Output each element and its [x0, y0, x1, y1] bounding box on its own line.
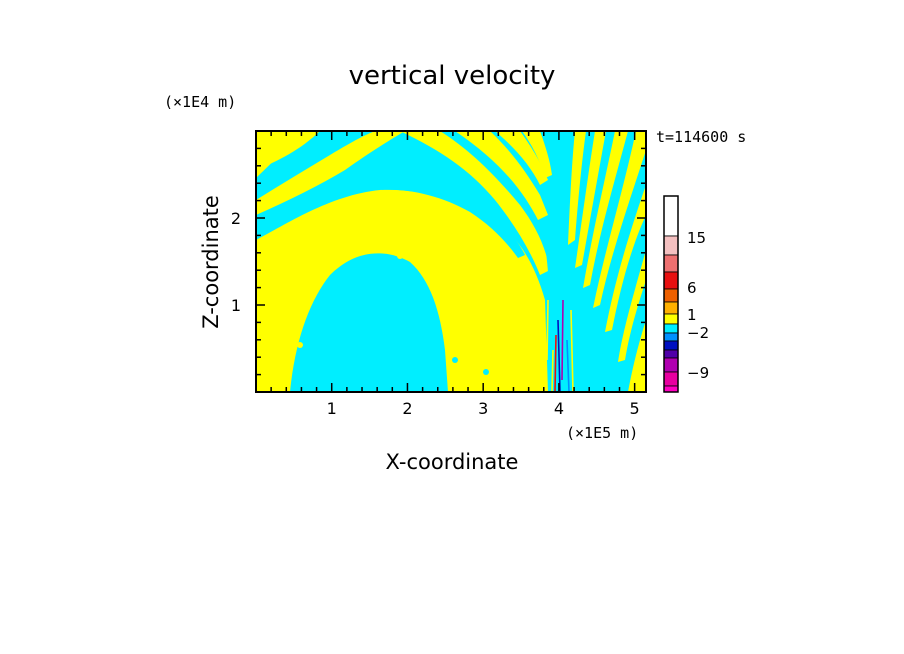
velocity-speck [459, 327, 465, 333]
x-tick-label: 3 [478, 399, 488, 418]
positive-velocity-region [455, 131, 548, 220]
colorbar-swatch [663, 332, 679, 342]
chart-title: vertical velocity [349, 61, 556, 91]
positive-velocity-region [605, 185, 646, 332]
y-axis-label: Z-coordinate [199, 195, 223, 329]
colorbar-swatch [663, 195, 679, 237]
colorbar-label: 6 [687, 279, 697, 297]
colorbar-swatch [663, 301, 679, 315]
velocity-speck [397, 253, 403, 259]
positive-velocity-region [256, 131, 405, 215]
colorbar-swatch [663, 313, 679, 325]
colorbar-swatch [663, 254, 679, 273]
colorbar-frame [663, 195, 679, 393]
velocity-speck [297, 342, 303, 348]
velocity-speck [374, 213, 380, 219]
positive-velocity-region [618, 250, 646, 362]
colorbar-label: 1 [687, 306, 697, 324]
velocity-specks [284, 175, 579, 392]
y-tick-label: 2 [231, 209, 241, 228]
velocity-streak [557, 319, 561, 392]
colorbar-swatch [663, 271, 679, 290]
y-tick-label: 1 [231, 296, 241, 315]
time-label: t=114600 s [656, 128, 746, 146]
x-tick-label: 2 [402, 399, 412, 418]
colorbar-label: −2 [687, 324, 709, 342]
velocity-streak [546, 299, 549, 361]
axis-ticks: 1 2 3 4 5 1 2 [231, 131, 646, 418]
velocity-speck [467, 347, 473, 353]
y-unit-label: (×1E4 m) [164, 93, 236, 111]
velocity-streak [554, 334, 557, 392]
positive-velocity-region [593, 131, 646, 308]
plot-frame [255, 130, 647, 393]
colorbar-swatch [663, 349, 679, 359]
velocity-streak [566, 339, 570, 392]
velocity-speck [342, 175, 348, 181]
positive-velocity-region [256, 131, 300, 178]
x-axis-label: X-coordinate [386, 450, 519, 474]
velocity-speck [284, 357, 290, 363]
x-tick-label: 5 [630, 399, 640, 418]
colorbar-swatch [663, 288, 679, 303]
velocity-speck [405, 250, 411, 256]
positive-velocity-region [583, 131, 628, 288]
positive-velocity-region [495, 131, 548, 185]
negative-velocity-region [540, 220, 569, 392]
colorbar-label: −9 [687, 364, 709, 382]
velocity-streak [574, 269, 579, 361]
velocity-speck [483, 369, 489, 375]
x-tick-label: 4 [554, 399, 564, 418]
velocity-streak [570, 309, 574, 392]
colorbar-swatch [663, 235, 679, 256]
velocity-streak [561, 299, 564, 381]
colorbar: 15 6 1−2 −9 [663, 195, 709, 393]
colorbar-swatch [663, 323, 679, 334]
colorbar-swatch [663, 385, 679, 393]
positive-velocity-bands [256, 131, 646, 392]
velocity-speck [327, 182, 333, 188]
negative-velocity-region [256, 174, 525, 258]
positive-velocity-region [575, 131, 606, 268]
x-unit-label: (×1E5 m) [566, 424, 638, 442]
velocity-speck [292, 317, 298, 323]
colorbar-swatch [663, 340, 679, 351]
negative-velocity-region [290, 253, 448, 392]
colorbar-swatch [663, 357, 679, 373]
velocity-streak [551, 349, 554, 392]
positive-velocity-region [522, 131, 552, 178]
colorbar-label: 15 [687, 229, 706, 247]
velocity-speck [452, 357, 458, 363]
colorbar-swatch [663, 371, 679, 387]
positive-velocity-region [568, 131, 586, 245]
plot-area: 1 2 3 4 5 1 2 [231, 130, 647, 418]
x-tick-label: 1 [327, 399, 337, 418]
positive-velocity-region [400, 131, 550, 275]
